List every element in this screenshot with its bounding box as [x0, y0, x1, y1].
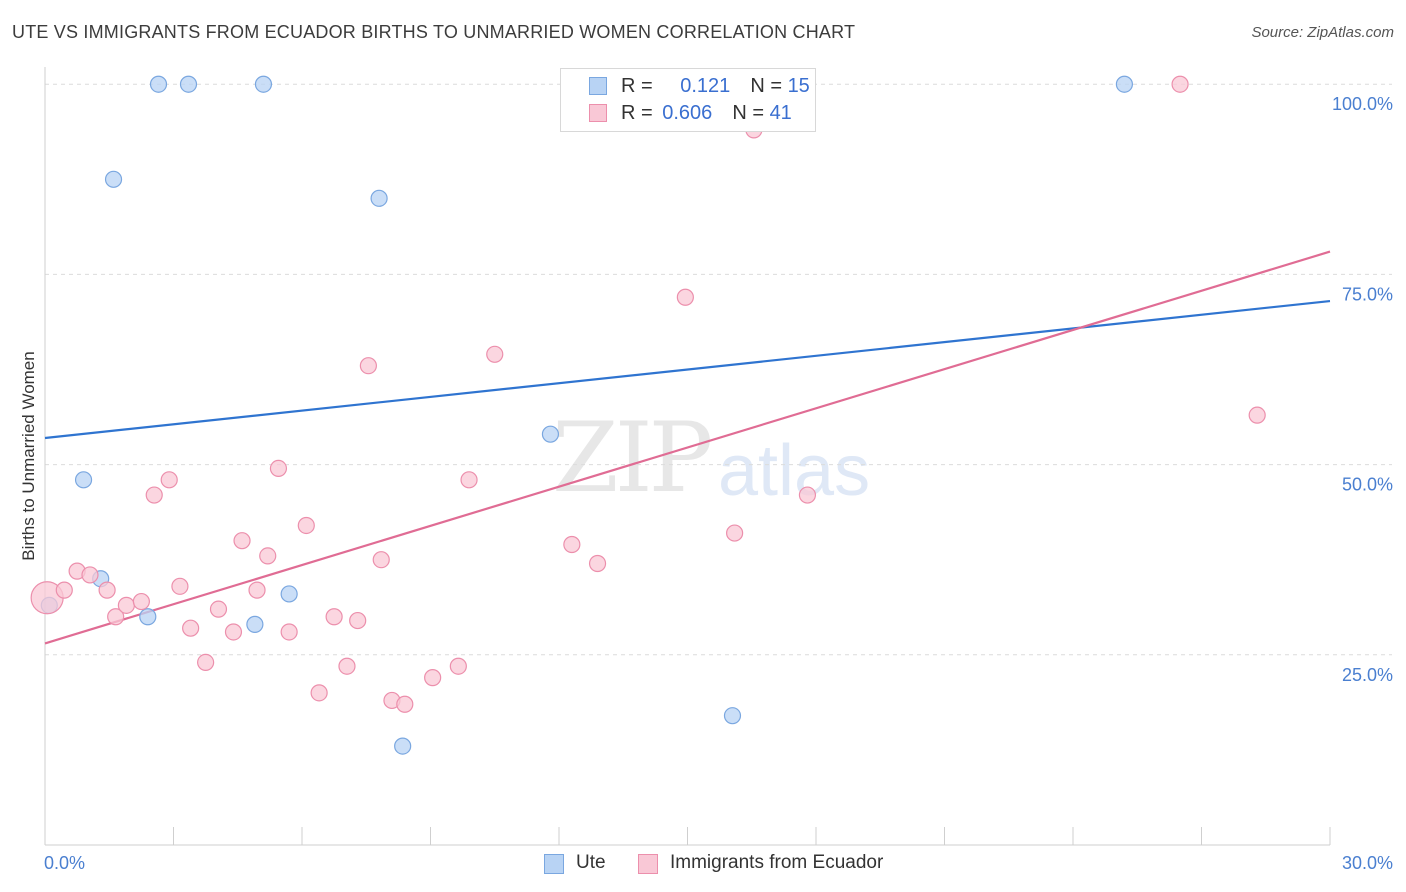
point-ecuador-33	[563, 535, 581, 554]
source-label: Source: ZipAtlas.com	[1251, 24, 1394, 41]
point-ecuador-3	[81, 566, 99, 584]
point-ecuador-13	[209, 600, 228, 618]
point-ecuador-20	[297, 516, 315, 535]
bottom-swatch-ecuador	[638, 854, 658, 874]
chart-title: UTE VS IMMIGRANTS FROM ECUADOR BIRTHS TO…	[12, 22, 856, 42]
trend-lines	[44, 250, 1331, 645]
y-tick-label-25: 25.0%	[1342, 665, 1393, 685]
point-ecuador-17	[259, 547, 277, 565]
legend-swatch-ecuador	[589, 104, 607, 122]
legend-n-label: N =	[732, 101, 770, 124]
legend-r-value: 0.606	[662, 101, 713, 124]
point-ecuador-35	[676, 288, 694, 306]
point-ute-13	[723, 707, 742, 725]
legend-text-ecuador: R = 0.606 N = 41	[621, 102, 792, 125]
grid-lines	[45, 83, 1392, 656]
point-ute-8	[246, 615, 264, 633]
point-ecuador-38	[798, 486, 817, 504]
point-ute-5	[149, 75, 168, 93]
legend-r-value: 0.121	[680, 74, 731, 97]
legend-n-value: 41	[769, 101, 792, 124]
point-ecuador-36	[726, 524, 744, 542]
point-ecuador-30	[449, 657, 467, 675]
point-ecuador-32	[486, 345, 504, 363]
bottom-label-ecuador: Immigrants from Ecuador	[670, 852, 884, 873]
point-ecuador-21	[310, 684, 328, 702]
point-ute-6	[179, 75, 198, 93]
bottom-swatch-ute	[544, 854, 564, 874]
point-ute-14	[1115, 75, 1134, 93]
x-tick-label-min: 0.0%	[44, 853, 85, 873]
point-ecuador-15	[233, 532, 251, 550]
bottom-label-ute: Ute	[576, 852, 606, 873]
tick-labels: 25.0% 50.0% 75.0% 100.0% 0.0% 30.0%	[44, 94, 1393, 873]
trend-line-ecuador	[44, 250, 1331, 645]
point-ecuador-16	[248, 581, 266, 599]
point-ecuador-31	[460, 471, 478, 489]
point-ute-2	[74, 471, 93, 489]
point-ecuador-4	[98, 581, 116, 599]
point-ecuador-23	[338, 657, 356, 675]
point-ecuador-34	[588, 554, 607, 573]
legend-r-label: R =	[621, 101, 659, 124]
point-ecuador-6	[117, 596, 135, 614]
point-ute-4	[139, 608, 157, 626]
point-ute-10	[370, 189, 388, 207]
legend-swatch-ute	[589, 77, 607, 95]
point-ecuador-12	[197, 653, 215, 672]
point-ecuador-22	[325, 608, 343, 626]
legend-n-label: N =	[750, 74, 788, 97]
point-ecuador-40	[1248, 406, 1266, 424]
point-ecuador-25	[359, 357, 377, 375]
point-ecuador-29	[424, 669, 442, 687]
point-ecuador-9	[160, 471, 178, 489]
stats-legend: R = 0.121 N = 15 R = 0.606 N = 41	[560, 68, 816, 132]
point-ecuador-8	[145, 486, 163, 504]
legend-n-value: 15	[787, 74, 810, 97]
point-ecuador-19	[280, 623, 298, 641]
x-tick-label-max: 30.0%	[1342, 853, 1393, 873]
point-ecuador-18	[269, 459, 288, 478]
trend-line-ute	[44, 299, 1331, 440]
data-points	[30, 75, 1266, 755]
point-ecuador-39	[1171, 75, 1189, 93]
y-tick-label-100: 100.0%	[1332, 94, 1393, 114]
y-tick-label-50: 50.0%	[1342, 475, 1393, 495]
watermark-zip: ZIP	[552, 402, 713, 514]
point-ecuador-24	[349, 611, 367, 630]
point-ecuador-5	[107, 608, 125, 626]
legend-text-ute: R = 0.121 N = 15	[621, 75, 810, 98]
legend-r-label: R =	[621, 74, 659, 97]
point-ute-7	[254, 75, 273, 93]
point-ecuador-26	[372, 551, 390, 569]
point-ute-11	[394, 737, 412, 755]
point-ecuador-7	[132, 592, 150, 611]
watermark-atlas: atlas	[718, 431, 871, 511]
point-ute-3	[104, 170, 123, 188]
point-ute-9	[280, 585, 298, 603]
point-ecuador-28	[396, 695, 414, 713]
point-ecuador-14	[224, 623, 243, 641]
point-ecuador-10	[171, 577, 189, 595]
point-ute-12	[541, 425, 560, 443]
point-ecuador-1	[55, 581, 73, 599]
y-tick-label-75: 75.0%	[1342, 284, 1393, 304]
point-ecuador-11	[182, 619, 200, 637]
y-axis-label: Births to Unmarried Women	[19, 351, 38, 560]
axes	[44, 67, 1331, 846]
